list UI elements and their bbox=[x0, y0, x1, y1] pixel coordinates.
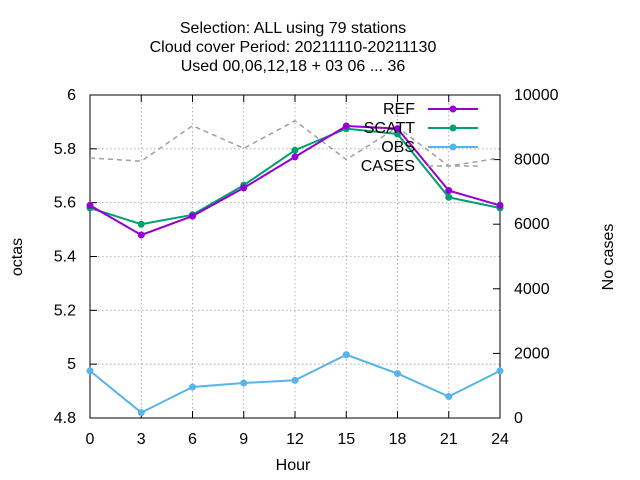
y2-tick-label: 0 bbox=[514, 410, 523, 427]
y-tick-label: 5.8 bbox=[54, 141, 76, 158]
legend-label-ref: REF bbox=[383, 101, 415, 118]
obs-point bbox=[496, 367, 504, 375]
title-line-1: Selection: ALL using 79 stations bbox=[180, 20, 406, 37]
x-tick-label: 9 bbox=[239, 431, 248, 448]
legend-label-scatt: SCATT bbox=[364, 120, 415, 137]
x-tick-label: 24 bbox=[491, 431, 509, 448]
ref-point bbox=[86, 201, 94, 209]
ref-point bbox=[394, 125, 401, 133]
chart-title: Selection: ALL using 79 stations Cloud c… bbox=[150, 20, 437, 75]
y2-tick-label: 10000 bbox=[514, 87, 559, 104]
cases-series-line bbox=[89, 119, 501, 167]
y2-tick-label: 6000 bbox=[514, 216, 550, 233]
y2-tick-label: 8000 bbox=[514, 152, 550, 169]
obs-point bbox=[137, 409, 145, 417]
y2-axis: 0 2000 4000 6000 8000 10000 bbox=[493, 87, 559, 427]
title-line-2: Cloud cover Period: 20211110-20211130 bbox=[150, 39, 437, 56]
x-tick-label: 21 bbox=[440, 431, 458, 448]
y-tick-label: 5.2 bbox=[54, 302, 76, 319]
legend-marker-ref bbox=[449, 105, 457, 113]
ref-point bbox=[496, 201, 504, 209]
obs-point bbox=[394, 370, 401, 378]
legend-label-cases: CASES bbox=[361, 158, 415, 175]
ref-point bbox=[291, 153, 299, 161]
legend-marker-scatt bbox=[449, 124, 457, 132]
scatt-point bbox=[445, 193, 453, 201]
obs-point bbox=[86, 367, 94, 375]
y2-tick-label: 4000 bbox=[514, 281, 550, 298]
scatt-point bbox=[291, 146, 299, 154]
obs-point bbox=[189, 383, 196, 391]
ref-point bbox=[342, 122, 350, 130]
y-axis: 4.8 5 5.2 5.4 5.6 5.8 6 bbox=[54, 87, 97, 427]
legend: REF SCATT OBS CASES bbox=[361, 101, 478, 175]
gridlines bbox=[90, 95, 500, 418]
title-line-3: Used 00,06,12,18 + 03 06 ... 36 bbox=[181, 58, 406, 75]
legend-marker-obs bbox=[449, 143, 457, 151]
ref-point bbox=[189, 212, 196, 220]
x-tick-label: 12 bbox=[286, 431, 304, 448]
y2-axis-label: No cases bbox=[600, 224, 617, 291]
y2-tick-label: 2000 bbox=[514, 345, 550, 362]
y-tick-label: 4.8 bbox=[54, 410, 76, 427]
obs-point bbox=[445, 392, 453, 400]
series-layer bbox=[86, 119, 504, 417]
x-tick-label: 18 bbox=[389, 431, 407, 448]
y-tick-label: 6 bbox=[67, 87, 76, 104]
scatt-point bbox=[137, 220, 145, 228]
y-tick-label: 5 bbox=[67, 356, 76, 373]
y-tick-label: 5.4 bbox=[54, 249, 76, 266]
legend-label-obs: OBS bbox=[381, 139, 415, 156]
obs-point bbox=[342, 351, 350, 359]
ref-point bbox=[137, 231, 145, 239]
x-axis-label: Hour bbox=[276, 457, 311, 474]
obs-point bbox=[291, 376, 299, 384]
ref-point bbox=[445, 187, 453, 195]
x-tick-label: 15 bbox=[337, 431, 355, 448]
x-tick-label: 3 bbox=[137, 431, 146, 448]
x-tick-label: 0 bbox=[86, 431, 95, 448]
obs-point bbox=[240, 379, 248, 387]
y-tick-label: 5.6 bbox=[54, 195, 76, 212]
ref-point bbox=[240, 184, 248, 192]
y-axis-label: octas bbox=[9, 238, 26, 276]
x-tick-label: 6 bbox=[188, 431, 197, 448]
